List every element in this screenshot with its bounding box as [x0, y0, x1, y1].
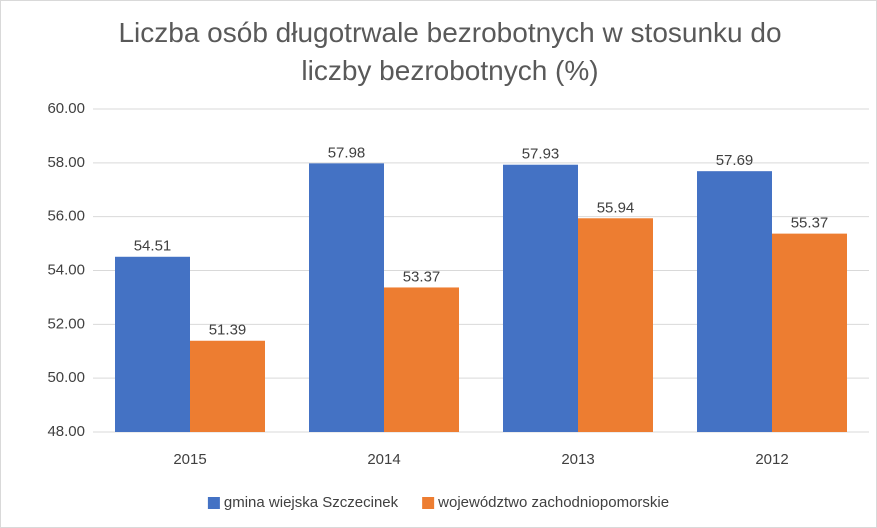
data-label: 57.93: [522, 146, 560, 163]
data-label: 54.51: [134, 238, 172, 255]
legend-swatch: [207, 497, 220, 509]
x-tick-label: 2015: [173, 451, 206, 468]
y-tick-label: 50.00: [47, 369, 85, 386]
bar: [697, 171, 772, 433]
y-tick-label: 54.00: [47, 261, 85, 278]
y-tick-label: 52.00: [47, 315, 85, 332]
bar: [309, 163, 384, 432]
data-label: 55.37: [791, 215, 829, 232]
y-tick-label: 60.00: [47, 100, 85, 117]
bar: [190, 340, 265, 432]
chart-title: Liczba osób długotrwale bezrobotnych w s…: [118, 17, 782, 86]
bar: [772, 233, 847, 432]
data-label: 55.94: [597, 199, 635, 216]
y-tick-label: 48.00: [47, 423, 85, 440]
data-label: 53.37: [403, 268, 441, 285]
legend-label: gmina wiejska Szczecinek: [224, 494, 399, 511]
bar: [578, 218, 653, 432]
legend-swatch: [422, 497, 435, 509]
data-label: 57.69: [716, 152, 754, 169]
bar: [384, 287, 459, 432]
data-label: 57.98: [328, 144, 366, 161]
x-tick-label: 2014: [367, 451, 400, 468]
x-tick-label: 2012: [755, 451, 788, 468]
x-tick-label: 2013: [561, 451, 594, 468]
bar: [115, 256, 190, 432]
y-tick-label: 56.00: [47, 208, 85, 225]
bar: [503, 164, 578, 432]
data-label: 51.39: [209, 322, 247, 339]
legend-label: województwo zachodniopomorskie: [437, 494, 669, 511]
y-tick-label: 58.00: [47, 154, 85, 171]
